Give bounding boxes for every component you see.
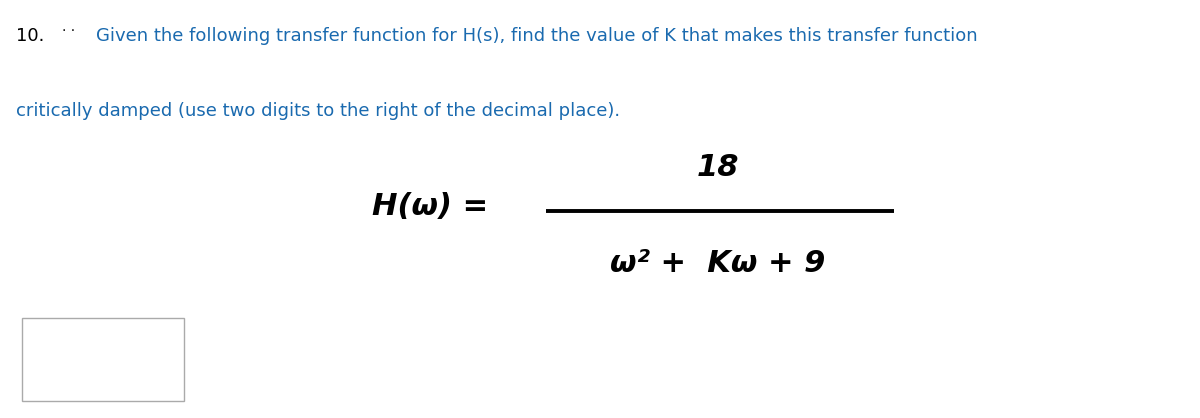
Text: 10.: 10. bbox=[16, 27, 44, 45]
Text: H(ω) =: H(ω) = bbox=[372, 192, 488, 222]
Text: ω² +  Kω + 9: ω² + Kω + 9 bbox=[610, 249, 826, 278]
Text: critically damped (use two digits to the right of the decimal place).: critically damped (use two digits to the… bbox=[16, 102, 619, 120]
Text: · ·: · · bbox=[62, 24, 76, 38]
FancyBboxPatch shape bbox=[22, 318, 184, 401]
Text: Given the following transfer function for H(s), find the value of K that makes t: Given the following transfer function fo… bbox=[96, 27, 978, 45]
Text: 18: 18 bbox=[696, 153, 739, 182]
